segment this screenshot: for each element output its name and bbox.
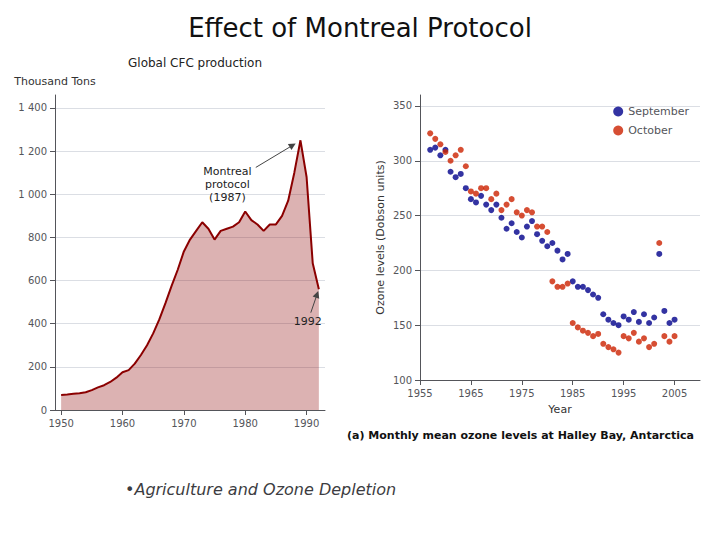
svg-text:200: 200 (28, 361, 47, 372)
svg-text:100: 100 (393, 375, 412, 386)
svg-text:350: 350 (393, 100, 412, 111)
svg-text:250: 250 (393, 210, 412, 221)
svg-text:(1987): (1987) (209, 191, 246, 204)
svg-text:1965: 1965 (458, 388, 483, 399)
svg-text:1975: 1975 (509, 388, 534, 399)
svg-text:2005: 2005 (662, 388, 687, 399)
svg-text:October: October (628, 124, 672, 137)
svg-text:1980: 1980 (233, 418, 258, 429)
svg-text:200: 200 (393, 265, 412, 276)
svg-text:protocol: protocol (205, 178, 250, 191)
svg-text:150: 150 (393, 320, 412, 331)
svg-text:1 400: 1 400 (18, 102, 47, 113)
svg-text:400: 400 (28, 318, 47, 329)
svg-text:1995: 1995 (611, 388, 636, 399)
svg-text:600: 600 (28, 275, 47, 286)
svg-text:1950: 1950 (48, 418, 73, 429)
svg-text:1992: 1992 (294, 315, 322, 328)
svg-text:Year: Year (547, 403, 572, 416)
svg-text:•Agriculture and Ozone Depleti: •Agriculture and Ozone Depletion (125, 480, 396, 499)
svg-text:1985: 1985 (560, 388, 585, 399)
svg-text:800: 800 (28, 232, 47, 243)
svg-text:1955: 1955 (407, 388, 432, 399)
svg-text:1970: 1970 (171, 418, 196, 429)
svg-text:Thousand Tons: Thousand Tons (13, 75, 96, 88)
svg-text:1 000: 1 000 (18, 189, 47, 200)
svg-text:1 200: 1 200 (18, 146, 47, 157)
svg-text:Global CFC production: Global CFC production (128, 56, 262, 70)
svg-text:0: 0 (41, 405, 47, 416)
svg-text:Montreal: Montreal (203, 165, 251, 178)
svg-text:Ozone levels (Dobson units): Ozone levels (Dobson units) (374, 160, 387, 315)
svg-text:Effect of Montreal Protocol: Effect of Montreal Protocol (188, 13, 532, 43)
svg-text:(a) Monthly mean ozone levels: (a) Monthly mean ozone levels at Halley … (347, 429, 694, 442)
svg-text:1990: 1990 (294, 418, 319, 429)
svg-text:September: September (628, 105, 689, 118)
svg-text:1960: 1960 (110, 418, 135, 429)
svg-text:300: 300 (393, 155, 412, 166)
